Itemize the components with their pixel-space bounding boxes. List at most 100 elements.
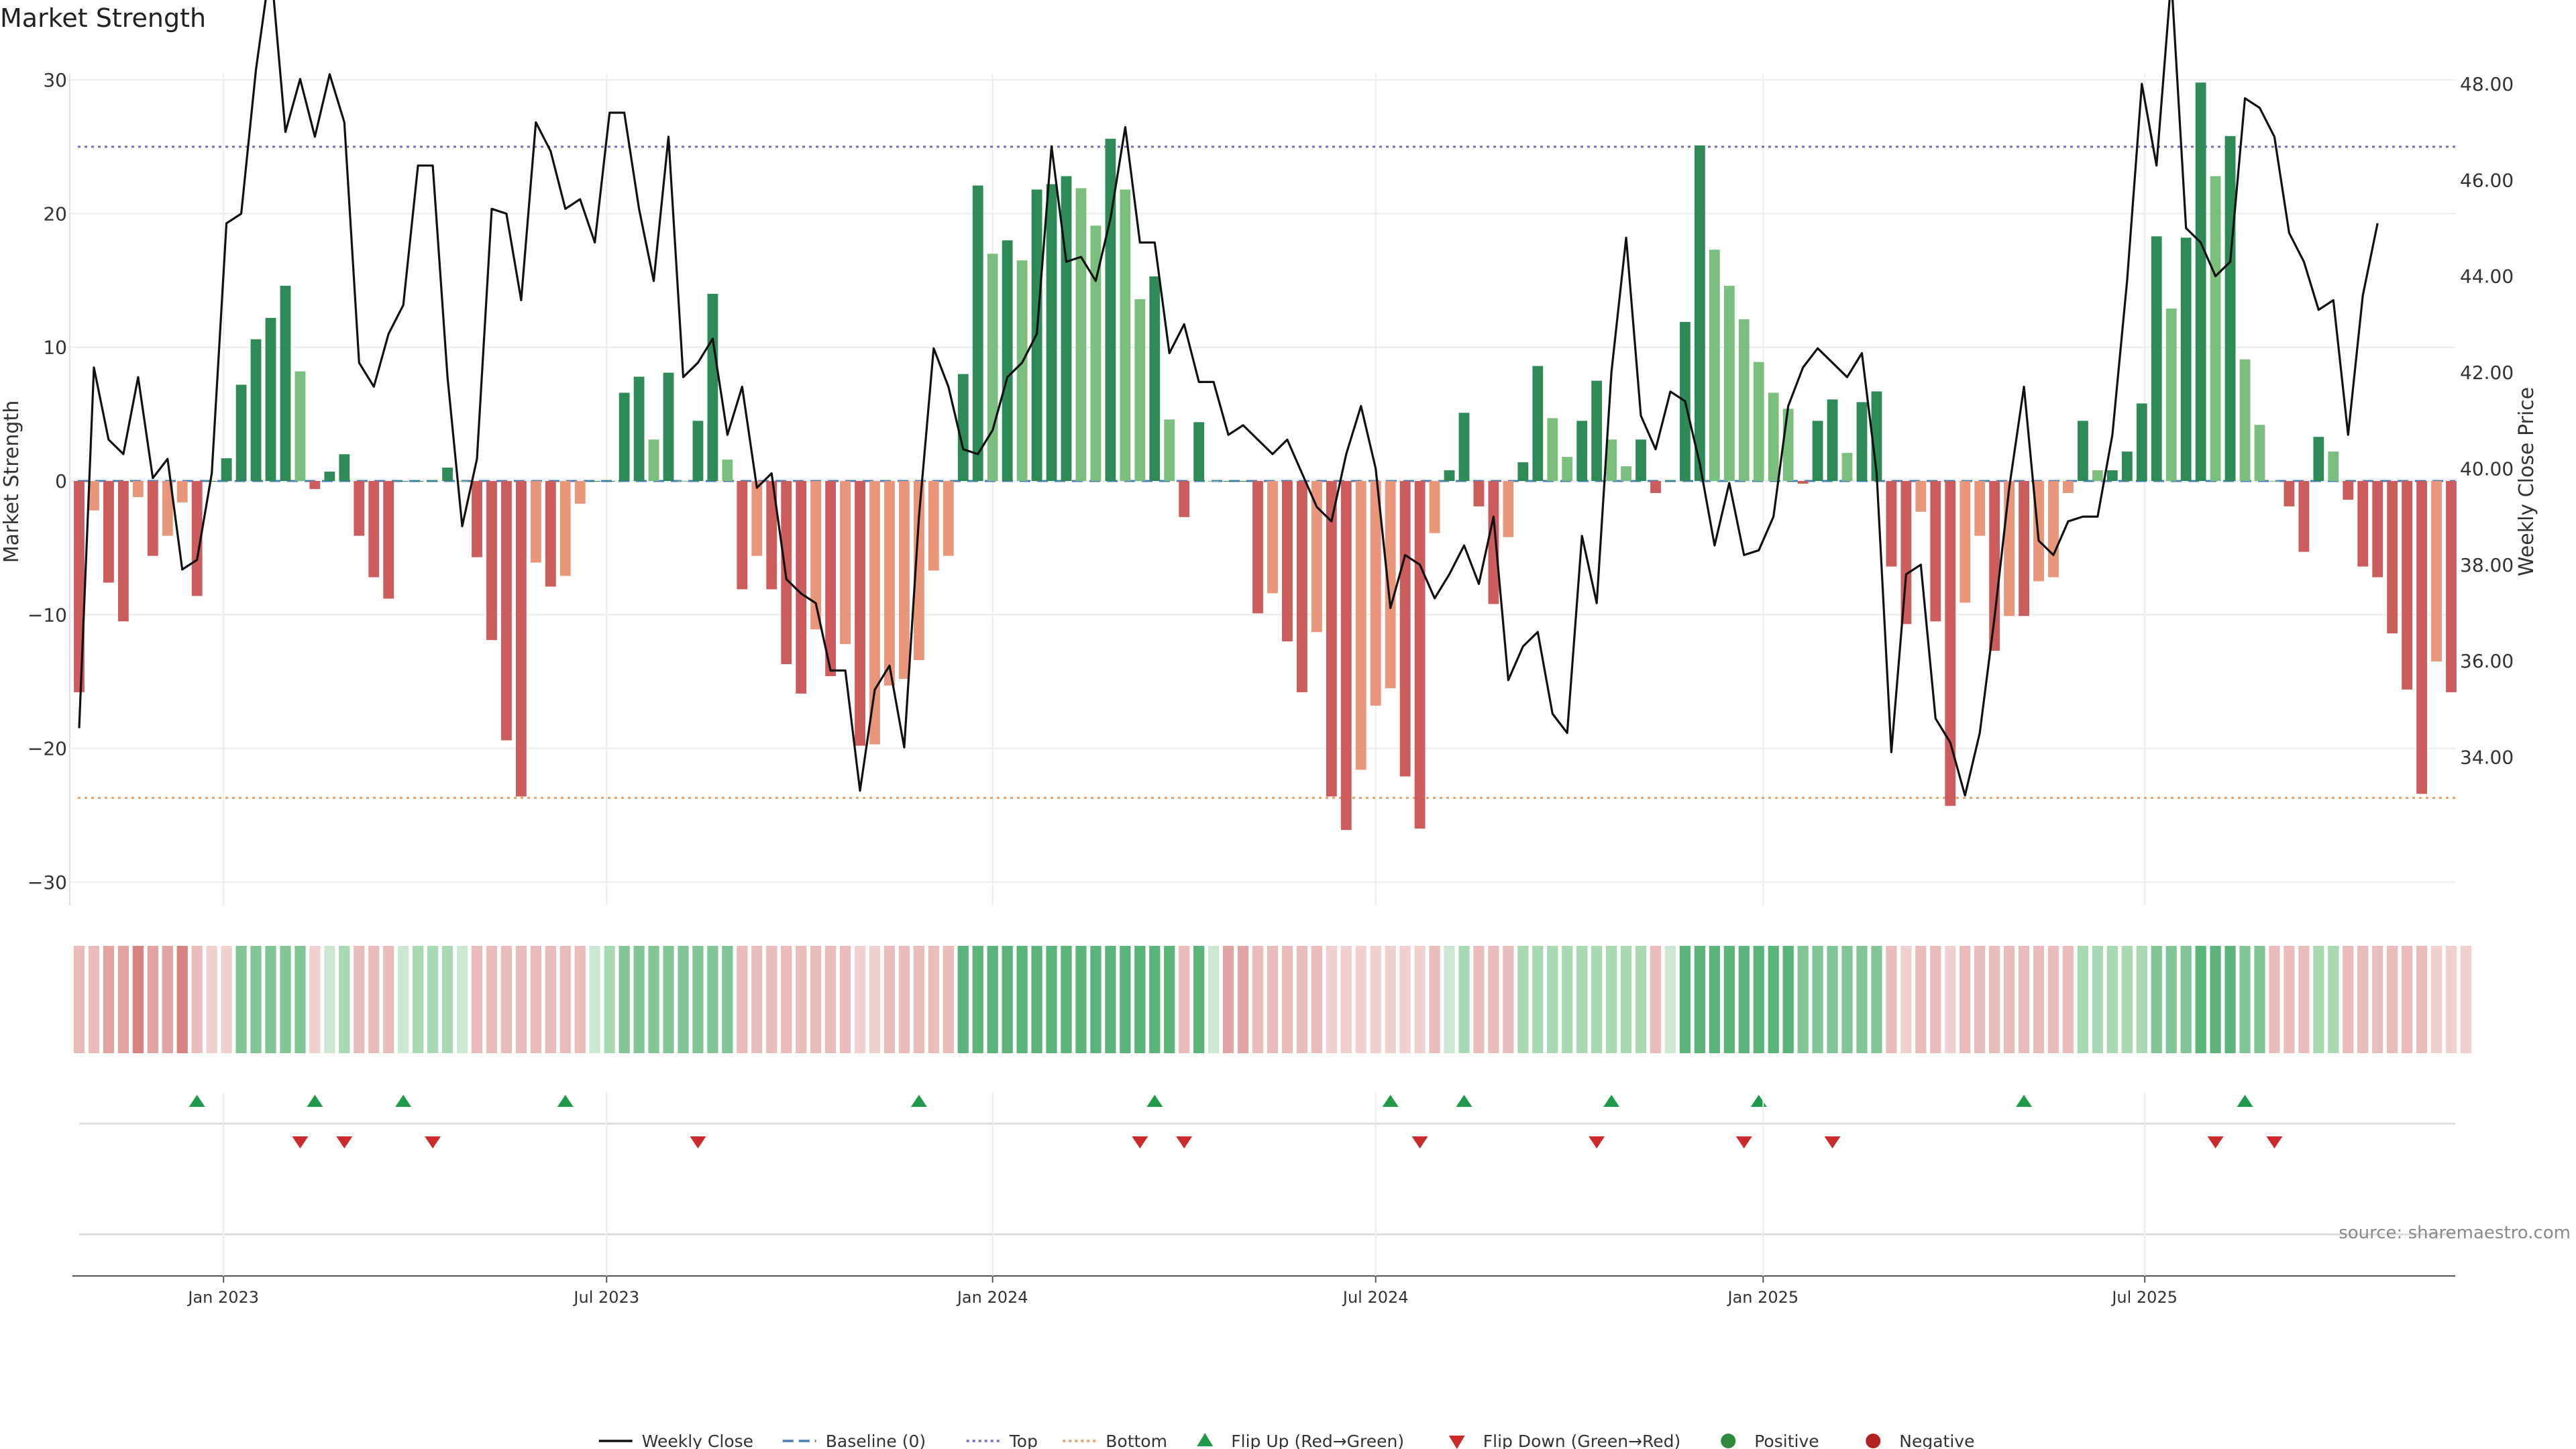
strength-bar (354, 481, 365, 536)
strength-bar (1473, 481, 1485, 506)
flip-down-marker (292, 1136, 309, 1148)
strength-bar (221, 458, 232, 481)
strength-bar (1709, 250, 1720, 481)
strength-bar (1650, 481, 1661, 493)
flip-up-marker (1603, 1095, 1620, 1107)
band-cell (324, 946, 335, 1053)
band-cell (2387, 946, 2398, 1053)
band-cell (1429, 946, 1440, 1053)
band-cell (1827, 946, 1838, 1053)
flip-up-marker (307, 1095, 323, 1107)
strength-bar (294, 371, 306, 481)
band-cell (2003, 946, 2015, 1053)
right-tick-label: 40.00 (2460, 458, 2514, 480)
band-cell (824, 946, 837, 1053)
band-cell (339, 946, 350, 1053)
band-cell (1753, 946, 1764, 1053)
flip-markers (79, 1095, 2455, 1236)
strength-bar (1694, 145, 1705, 481)
band-cell (2224, 946, 2236, 1053)
band-cell (2165, 946, 2177, 1053)
band-cell (427, 946, 439, 1053)
legend-label: Negative (1899, 1432, 1974, 1449)
strength-bar (1606, 439, 1617, 481)
left-tick-label: 30 (43, 69, 67, 91)
strength-bar (1621, 466, 1631, 481)
grid-lines (69, 74, 2455, 906)
band-cell (1267, 946, 1279, 1053)
strength-bar (250, 339, 262, 481)
strength-bar (2048, 481, 2059, 578)
strength-bar (1503, 481, 1514, 537)
legend-item: Flip Down (Green→Red) (1448, 1432, 1680, 1449)
flip-down-marker (1132, 1136, 1148, 1148)
band-cell (1841, 946, 1853, 1053)
band-cell (383, 946, 394, 1053)
right-tick-label: 42.00 (2460, 362, 2514, 384)
strength-bar (1900, 481, 1912, 625)
strength-bar (383, 481, 394, 599)
band-cell (692, 946, 704, 1053)
strength-bar (235, 384, 247, 481)
band-cell (250, 946, 262, 1053)
strength-bar (515, 481, 527, 797)
x-tick-label: Jan 2025 (1726, 1288, 1799, 1307)
band-cell (1444, 946, 1455, 1053)
band-cell (2062, 946, 2074, 1053)
band-cell (1473, 946, 1485, 1053)
flip-down-marker (1411, 1136, 1428, 1148)
band-cell (456, 946, 468, 1053)
band-cell (987, 946, 998, 1053)
band-cell (1960, 946, 1971, 1053)
strength-bar (1665, 481, 1676, 482)
band-cell (1002, 946, 1013, 1053)
strength-bar (884, 481, 895, 686)
band-cell (1326, 946, 1337, 1053)
band-cell (413, 946, 424, 1053)
band-cell (1797, 946, 1809, 1053)
reference-lines (78, 146, 2455, 799)
band-cell (1237, 946, 1249, 1053)
band-cell (928, 946, 939, 1053)
band-cell (530, 946, 541, 1053)
band-cell (1738, 946, 1750, 1053)
band-cell (2239, 946, 2251, 1053)
flip-up-marker (1146, 1095, 1163, 1107)
strength-bar (913, 481, 924, 661)
strength-bar (1208, 481, 1220, 482)
band-cell (883, 946, 896, 1053)
band-cell (663, 946, 674, 1053)
band-cell (810, 946, 822, 1053)
flip-up-marker (2237, 1095, 2253, 1107)
left-tick-label: −30 (28, 871, 67, 894)
strength-bar (1149, 276, 1161, 481)
strength-bar (604, 481, 615, 482)
strength-bar (1238, 481, 1248, 482)
strength-bar (1002, 240, 1013, 481)
band-cell (2269, 946, 2280, 1053)
band-cell (1340, 946, 1352, 1053)
strength-bar (1562, 457, 1573, 481)
band-cell (235, 946, 247, 1053)
x-tick-label: Jan 2023 (186, 1288, 259, 1307)
band-cell (1061, 946, 1072, 1053)
strength-bar (2446, 481, 2457, 692)
band-cell (162, 946, 173, 1053)
band-cell (1562, 946, 1573, 1053)
strength-bar (1282, 481, 1293, 642)
strength-bar (810, 481, 822, 630)
band-cell (2151, 946, 2162, 1053)
band-cell (1281, 946, 1293, 1053)
band-cell (2328, 946, 2339, 1053)
strength-bar (1385, 481, 1396, 688)
band-cell (1871, 946, 1882, 1053)
strength-bar (427, 481, 439, 482)
strength-bar (2313, 437, 2324, 481)
strength-bar (89, 481, 99, 511)
strength-bar (619, 392, 630, 481)
band-cell (221, 946, 232, 1053)
band-cell (1105, 946, 1116, 1053)
band-cell (486, 946, 498, 1053)
band-cell (1164, 946, 1175, 1053)
band-cell (1856, 946, 1868, 1053)
